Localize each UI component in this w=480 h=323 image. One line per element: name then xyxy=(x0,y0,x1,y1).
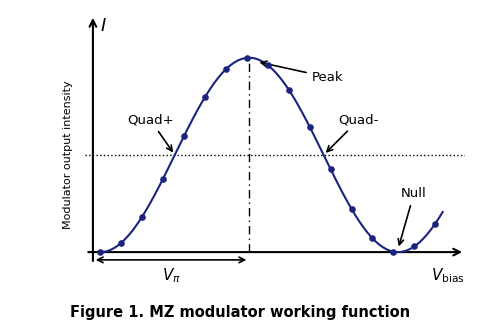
Point xyxy=(410,244,418,249)
Point xyxy=(222,67,230,72)
Point xyxy=(327,167,335,172)
Point xyxy=(432,221,439,226)
Point xyxy=(285,87,292,92)
Point xyxy=(306,124,313,129)
Text: Quad+: Quad+ xyxy=(127,113,174,151)
Point xyxy=(180,133,188,139)
Text: $\mathit{I}$: $\mathit{I}$ xyxy=(100,17,107,35)
Text: $\mathit{V}_{\mathrm{bias}}$: $\mathit{V}_{\mathrm{bias}}$ xyxy=(432,267,465,286)
Point xyxy=(264,63,272,68)
Text: Peak: Peak xyxy=(261,61,343,84)
Point xyxy=(369,236,376,241)
Text: $\mathit{V}_{\pi}$: $\mathit{V}_{\pi}$ xyxy=(162,267,180,286)
Point xyxy=(159,176,167,181)
Text: Figure 1. MZ modulator working function: Figure 1. MZ modulator working function xyxy=(70,305,410,320)
Text: Modulator output intensity: Modulator output intensity xyxy=(62,81,72,229)
Text: Quad-: Quad- xyxy=(327,113,379,152)
Point xyxy=(96,249,104,255)
Point xyxy=(348,206,355,212)
Point xyxy=(390,249,397,254)
Point xyxy=(201,94,209,99)
Point xyxy=(243,55,251,60)
Point xyxy=(118,240,125,245)
Text: Null: Null xyxy=(398,187,427,245)
Point xyxy=(138,214,146,219)
